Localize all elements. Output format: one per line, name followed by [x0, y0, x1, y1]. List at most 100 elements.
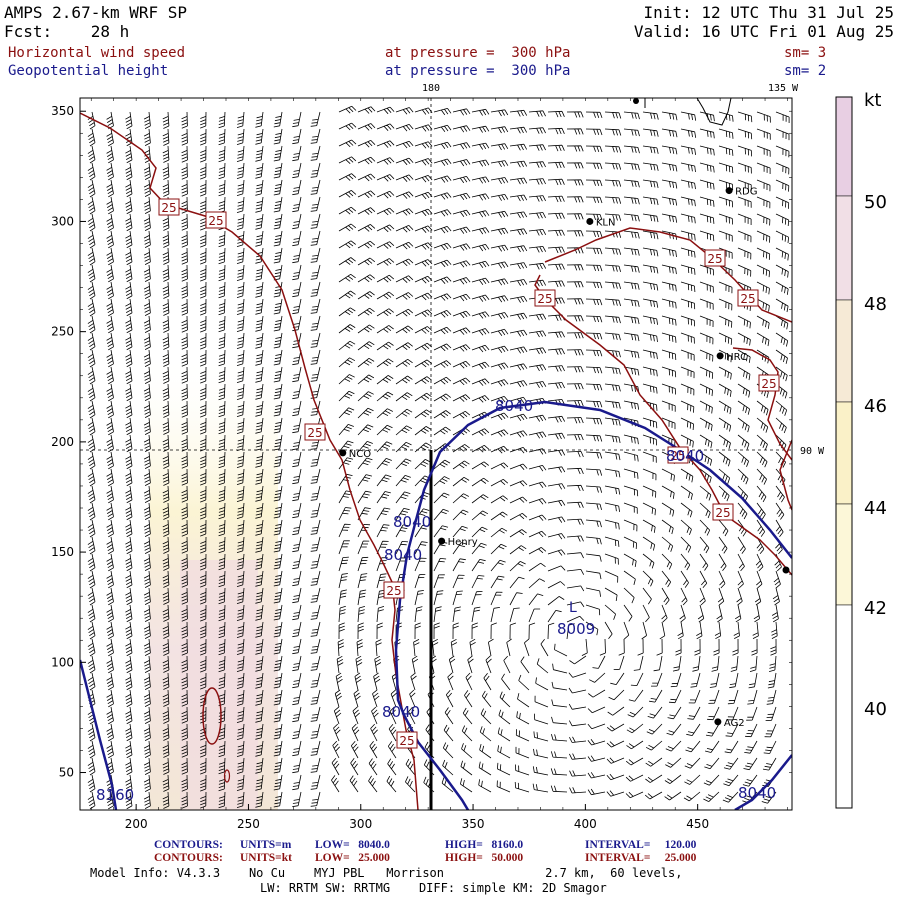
station-label: NCO	[349, 449, 371, 460]
station-dot	[716, 352, 724, 360]
edge-station-marker	[782, 566, 790, 574]
forecast-hour: Fcst: 28 h	[4, 22, 129, 41]
colorbar-label: 50	[864, 192, 887, 213]
x-tick-label: 300	[349, 817, 372, 831]
wind-speed-contour-east	[534, 274, 792, 576]
height-label: 8040	[382, 703, 420, 721]
parallel-90w-label: 90 W	[800, 446, 825, 457]
height-label: 8040	[495, 397, 533, 415]
height-label: 8040	[738, 784, 776, 802]
wind-speed-contour-label: 25	[712, 503, 734, 521]
height-contour-8160	[80, 659, 118, 810]
init-time: Init: 12 UTC Thu 31 Jul 25	[644, 3, 894, 22]
wind-speed-contour-label: 25	[667, 446, 689, 464]
station-markers: KLN RDG HRC NCO Henry AG2	[339, 187, 758, 729]
wind-speed-contour-max	[202, 687, 222, 745]
contours-m-label: CONTOURS:	[154, 839, 223, 851]
height-labels: 8040 8040 8040 8040 8040 8040 8160	[96, 397, 776, 804]
x-tick-label: 200	[125, 817, 148, 831]
field2-name: Geopotential height	[8, 63, 168, 79]
field2-level: at pressure = 300 hPa	[385, 63, 570, 79]
svg-text:25: 25	[670, 449, 685, 463]
contours-kt-label: CONTOURS:	[154, 852, 223, 864]
svg-text:25: 25	[399, 734, 414, 748]
contours-m-units: UNITS=m	[240, 839, 292, 851]
height-contour-8040-se	[734, 754, 792, 810]
contours-kt-interval: INTERVAL= 25.000	[585, 852, 697, 864]
wind-speed-contour-west	[80, 112, 419, 810]
wind-speed-contour-label: 25	[396, 731, 418, 749]
wind-speed-contour-label: 25	[758, 374, 780, 392]
station-dot	[438, 537, 446, 545]
station-dot	[586, 217, 594, 225]
meridian-180-label: 180	[422, 83, 440, 94]
colorbar-band-44	[835, 401, 853, 505]
height-label: 8040	[666, 447, 704, 465]
wind-speed-contour-label: 25	[304, 423, 326, 441]
wind-speed-contour-label: 25	[205, 211, 227, 229]
height-contour-8040	[405, 400, 792, 559]
svg-text:25: 25	[537, 292, 552, 306]
colorbar-label: 40	[864, 699, 887, 720]
x-tick-label: 400	[574, 817, 597, 831]
wind-speed-contour-label: 25	[737, 289, 759, 307]
field1-name: Horizontal wind speed	[8, 45, 185, 61]
station-label: Henry	[448, 537, 478, 548]
y-tick-label: 100	[51, 655, 74, 669]
colorbar: kt 50 48 46 44 42 40	[835, 90, 887, 809]
y-tick-label: 50	[59, 766, 74, 780]
y-tick-label: 350	[51, 104, 74, 118]
height-label: 8040	[393, 513, 431, 531]
height-label: 8040	[384, 546, 422, 564]
colorbar-label: 44	[864, 498, 887, 519]
x-tick-label: 250	[237, 817, 260, 831]
contours-kt-low: LOW= 25.000	[315, 852, 390, 864]
wind-speed-contour-label: 25	[383, 581, 405, 599]
field2-smooth: sm= 2	[784, 63, 826, 79]
colorbar-band-48	[835, 195, 853, 301]
contours-m-low: LOW= 8040.0	[315, 839, 390, 851]
x-tick-label: 450	[686, 817, 709, 831]
coastline-top	[696, 98, 732, 126]
station-dot	[725, 187, 733, 195]
valid-time: Valid: 16 UTC Fri 01 Aug 25	[634, 22, 894, 41]
wind-speed-contour-label: 25	[534, 289, 556, 307]
y-tick-label: 250	[51, 325, 74, 339]
colorbar-band-46	[835, 299, 853, 403]
svg-text:25: 25	[386, 584, 401, 598]
model-info: Model Info: V4.3.3 No Cu MYJ PBL Morriso…	[90, 866, 682, 880]
svg-text:25: 25	[715, 506, 730, 520]
footer: CONTOURS: UNITS=m LOW= 8040.0 HIGH= 8160…	[90, 839, 697, 895]
low-center-symbol: L	[569, 600, 577, 616]
wind-speed-contour-small	[223, 769, 231, 783]
wind-speed-contour-label: 25	[704, 249, 726, 267]
station-label: AG2	[724, 718, 745, 729]
wind-speed-contour-label: 25	[158, 198, 180, 216]
station-label: KLN	[596, 217, 616, 228]
axes: 350 300 250 200 150 100 50 200 250 300 350 400 450	[51, 98, 792, 831]
contours-kt-high: HIGH= 50.000	[445, 852, 523, 864]
top-marker	[633, 98, 646, 108]
colorbar-band-40	[835, 604, 853, 809]
plot-frame	[79, 97, 793, 811]
y-tick-label: 200	[51, 435, 74, 449]
svg-text:25: 25	[161, 201, 176, 215]
model-title: AMPS 2.67-km WRF SP	[4, 3, 187, 22]
contours-m-interval: INTERVAL= 120.00	[585, 839, 697, 851]
physics-info: LW: RRTM SW: RRTMG DIFF: simple KM: 2D S…	[260, 881, 607, 895]
colorbar-label: 42	[864, 598, 887, 619]
colorbar-label: 46	[864, 396, 887, 417]
y-tick-label: 150	[51, 545, 74, 559]
wind-speed-labels: 25 25 25 25 25 25 25 25 25 25 25	[158, 198, 780, 749]
x-tick-label: 350	[462, 817, 485, 831]
colorbar-label: 48	[864, 294, 887, 315]
station-dot	[714, 718, 722, 726]
meridian-135w-label: 135 W	[768, 83, 799, 94]
svg-text:25: 25	[740, 292, 755, 306]
colorbar-unit: kt	[864, 90, 881, 111]
svg-text:25: 25	[307, 426, 322, 440]
field1-smooth: sm= 3	[784, 45, 826, 61]
svg-text:25: 25	[707, 252, 722, 266]
station-dot	[339, 449, 347, 457]
